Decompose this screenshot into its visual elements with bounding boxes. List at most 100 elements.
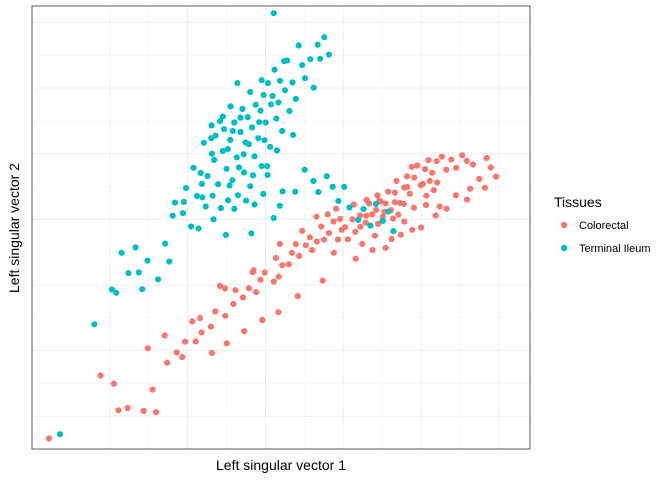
point-colorectal [433,158,440,165]
point-terminal-ileum [169,212,176,219]
point-terminal-ileum [162,240,169,247]
point-terminal-ileum [299,62,306,69]
point-terminal-ileum [273,147,281,154]
point-terminal-ileum [135,269,142,276]
point-terminal-ileum [198,180,205,187]
point-terminal-ileum [180,198,187,205]
point-colorectal [325,230,332,237]
point-colorectal [275,309,282,316]
point-colorectal [464,196,471,203]
point-colorectal [397,231,404,238]
point-terminal-ileum [212,132,219,139]
point-colorectal [430,187,437,194]
legend-label-terminal-ileum: Terminal Ileum [579,243,651,255]
point-terminal-ileum [315,189,322,196]
point-terminal-ileum [222,231,229,239]
point-colorectal [481,184,488,191]
point-terminal-ileum [225,197,232,204]
point-terminal-ileum [355,216,362,224]
point-colorectal [313,213,320,220]
point-terminal-ileum [346,204,353,211]
point-terminal-ileum [301,75,309,82]
point-colorectal [393,177,400,184]
point-terminal-ileum [256,119,263,126]
point-colorectal [294,293,301,300]
point-colorectal [239,294,247,301]
point-colorectal [208,349,215,356]
point-terminal-ileum [249,172,257,179]
point-colorectal [110,380,117,387]
point-terminal-ileum [220,126,228,133]
point-terminal-ileum [271,66,278,73]
point-terminal-ileum [248,230,255,237]
point-colorectal [182,338,189,345]
point-terminal-ileum [273,115,280,122]
point-colorectal [374,192,381,199]
point-terminal-ileum [258,163,265,170]
point-colorectal [261,269,268,276]
point-terminal-ileum [247,88,254,96]
point-terminal-ileum [237,114,244,121]
major-gridlines [32,6,530,449]
point-colorectal [377,198,384,205]
point-colorectal [192,338,199,345]
point-terminal-ileum [132,244,139,251]
point-terminal-ileum [301,166,308,173]
point-colorectal [164,359,171,366]
point-colorectal [279,262,286,269]
point-terminal-ileum [275,99,282,106]
point-terminal-ileum [252,101,259,108]
point-colorectal [333,205,340,212]
legend-label-colorectal: Colorectal [579,220,629,232]
point-colorectal [406,190,413,197]
point-terminal-ileum [208,122,215,129]
point-colorectal [296,252,303,260]
point-colorectal [306,234,313,241]
point-colorectal [419,180,426,187]
point-colorectal [285,261,292,268]
point-colorectal [453,164,460,171]
point-colorectal [422,201,430,208]
point-colorectal [418,224,425,231]
point-terminal-ileum [270,214,277,222]
point-colorectal [97,372,104,379]
point-terminal-ileum [239,105,246,113]
point-colorectal [272,254,280,262]
point-terminal-ileum [217,205,224,212]
point-colorectal [352,255,359,262]
point-terminal-ileum [255,135,262,142]
point-colorectal [432,212,439,219]
point-terminal-ileum [267,143,274,150]
point-terminal-ileum [258,77,265,84]
point-colorectal [189,318,196,325]
point-colorectal [493,173,500,180]
point-colorectal [115,407,122,414]
point-colorectal [411,174,418,181]
point-colorectal [409,226,416,233]
point-colorectal [369,247,376,254]
point-colorectal [434,179,441,186]
point-colorectal [375,220,382,227]
point-terminal-ileum [323,173,330,180]
point-terminal-ileum [200,139,207,146]
point-terminal-ileum [144,257,151,264]
point-colorectal [373,206,380,213]
point-colorectal [476,175,483,182]
point-colorectal [276,240,283,247]
point-colorectal [459,152,466,159]
point-colorectal [467,185,474,192]
point-colorectal [395,211,402,218]
point-terminal-ileum [234,80,241,87]
point-terminal-ileum [227,136,234,143]
point-terminal-ileum [219,113,226,120]
point-colorectal [408,163,415,170]
point-terminal-ileum [281,87,289,94]
point-colorectal [443,166,450,173]
legend: Tissues Colorectal Terminal Ileum [554,194,651,255]
point-colorectal [425,157,432,164]
point-colorectal [230,300,237,308]
point-colorectal [401,218,408,225]
point-terminal-ileum [118,249,125,256]
point-terminal-ileum [56,431,64,438]
